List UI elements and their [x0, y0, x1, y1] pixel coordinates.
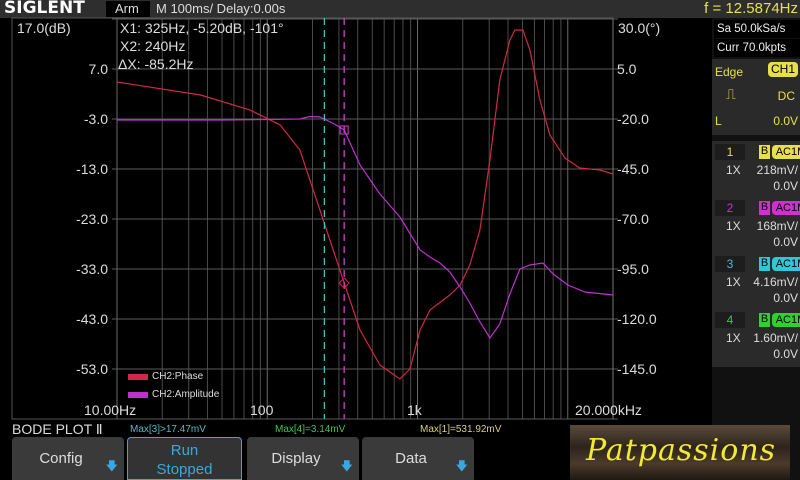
channel-number: 2	[715, 200, 745, 216]
legend-item-amplitude: CH2:Amplitude	[128, 389, 219, 400]
right-axis-tick: -45.0	[617, 161, 649, 177]
channel-4-panel[interactable]: 4BAC1M 1X 1.60mV/0.0V	[712, 309, 800, 367]
config-button[interactable]: Config 🡇	[12, 437, 124, 480]
timebase-readout[interactable]: M 100ms/ Delay:0.00s	[156, 1, 286, 16]
trigger-panel[interactable]: Edge CH1 ⎍ DC L 0.0V	[712, 59, 800, 135]
right-axis-unit: 30.0(°)	[618, 20, 661, 36]
cursor-phase-marker	[338, 277, 350, 289]
channel-1-panel[interactable]: 1BAC1M 1X 218mV/0.0V	[712, 141, 800, 199]
legend-label: CH2:Phase	[152, 371, 204, 382]
coupling-badge: AC1M	[772, 257, 800, 271]
vertical-offset: 0.0V	[773, 291, 798, 305]
right-axis-tick: -20.0	[617, 111, 649, 127]
bode-plot-title: BODE PLOT Ⅱ	[12, 421, 103, 437]
probe-factor: 1X	[726, 331, 741, 345]
trigger-source: CH1	[767, 62, 798, 77]
cursor-amplitude-marker	[339, 125, 349, 135]
arrow-down-icon: 🡇	[105, 459, 118, 473]
sample-rate: Sa 50.0kSa/s	[714, 20, 800, 38]
coupling-badge: AC1M	[772, 145, 800, 159]
bandwidth-limit-badge: B	[759, 145, 770, 159]
arrow-down-icon: 🡇	[340, 459, 353, 473]
probe-factor: 1X	[726, 219, 741, 233]
config-label: Config	[39, 450, 83, 467]
display-button[interactable]: Display 🡇	[247, 437, 359, 480]
x-tick-label: 100	[250, 402, 274, 418]
bandwidth-limit-badge: B	[759, 201, 770, 215]
vertical-offset: 0.0V	[773, 179, 798, 193]
coupling-badge: AC1M	[772, 201, 800, 215]
left-axis-tick: -13.0	[76, 161, 108, 177]
left-axis-tick: -53.0	[76, 361, 108, 377]
coupling-badge: AC1M	[772, 313, 800, 327]
run-label: Run Stopped	[128, 441, 241, 479]
bode-plot[interactable]	[0, 0, 800, 420]
channel-number: 4	[715, 312, 745, 328]
vertical-scale: 168mV/	[756, 219, 798, 233]
legend-swatch	[128, 373, 148, 380]
cursor-x1-readout: X1: 325Hz, -5.20dB, -101°	[120, 20, 284, 36]
trigger-status: Arm	[106, 1, 150, 17]
run-text: Run	[170, 442, 199, 459]
right-axis-tick: -70.0	[617, 211, 649, 227]
channel-number: 1	[715, 144, 745, 160]
channel-3-panel[interactable]: 3BAC1M 1X 4.16mV/0.0V	[712, 253, 800, 311]
legend-item-phase: CH2:Phase	[128, 371, 203, 382]
max-ch1: Max[1]=531.92mV	[420, 424, 502, 435]
bandwidth-limit-badge: B	[759, 257, 770, 271]
cursor-x2-readout: X2: 240Hz	[120, 38, 186, 54]
amplitude-series-line	[117, 115, 614, 340]
channel-2-panel[interactable]: 2BAC1M 1X 168mV/0.0V	[712, 197, 800, 255]
patpassions-watermark: Patpassions	[570, 425, 790, 480]
left-axis-tick: 7.0	[88, 61, 108, 77]
rising-edge-icon: ⎍	[726, 86, 736, 102]
trigger-level-label: L	[715, 114, 722, 128]
max-ch4: Max[4]=3.14mV	[275, 424, 346, 435]
trigger-frequency: f = 12.5874Hz	[704, 0, 798, 17]
vertical-offset: 0.0V	[773, 347, 798, 361]
legend-swatch	[128, 391, 148, 398]
x-tick-label: 10.00Hz	[84, 402, 137, 418]
vertical-scale: 218mV/	[756, 163, 798, 177]
left-axis-tick: -33.0	[76, 261, 108, 277]
right-axis-tick: -145.0	[617, 361, 657, 377]
bandwidth-limit-badge: B	[759, 313, 770, 327]
trigger-type: Edge	[715, 65, 744, 79]
cursor-delta-readout: ΔX: -85.2Hz	[118, 56, 194, 72]
x-tick-label: 1k	[407, 402, 422, 418]
vertical-scale: 1.60mV/	[753, 331, 798, 345]
memory-depth: Curr 70.0kpts	[714, 39, 800, 57]
run-state: Stopped	[156, 461, 213, 478]
left-axis-unit: 17.0(dB)	[17, 20, 71, 36]
trigger-level: 0.0V	[773, 114, 798, 128]
data-button[interactable]: Data 🡇	[362, 437, 474, 480]
display-label: Display	[271, 450, 321, 467]
probe-factor: 1X	[726, 275, 741, 289]
x-tick-label: 20.000kHz	[575, 402, 642, 418]
right-axis-tick: -95.0	[617, 261, 649, 277]
brand-text: Patpassions	[586, 433, 777, 468]
left-axis-tick: -43.0	[76, 311, 108, 327]
vertical-offset: 0.0V	[773, 235, 798, 249]
left-axis-tick: -3.0	[83, 111, 108, 127]
probe-factor: 1X	[726, 163, 741, 177]
right-axis-tick: -120.0	[617, 311, 657, 327]
trigger-coupling: DC	[777, 89, 795, 103]
top-status-bar: SIGLENT Arm M 100ms/ Delay:0.00s f = 12.…	[0, 0, 800, 18]
right-axis-tick: 5.0	[617, 61, 637, 77]
channel-number: 3	[715, 256, 745, 272]
left-axis-tick: -23.0	[76, 211, 108, 227]
legend-label: CH2:Amplitude	[152, 389, 220, 400]
run-stopped-button[interactable]: Run Stopped	[127, 437, 242, 480]
data-label: Data	[395, 450, 427, 467]
phase-series-line	[116, 29, 614, 380]
max-ch3: Max[3]>17.47mV	[130, 424, 206, 435]
vertical-scale: 4.16mV/	[753, 275, 798, 289]
arrow-down-icon: 🡇	[455, 459, 468, 473]
siglent-logo: SIGLENT	[4, 0, 85, 18]
